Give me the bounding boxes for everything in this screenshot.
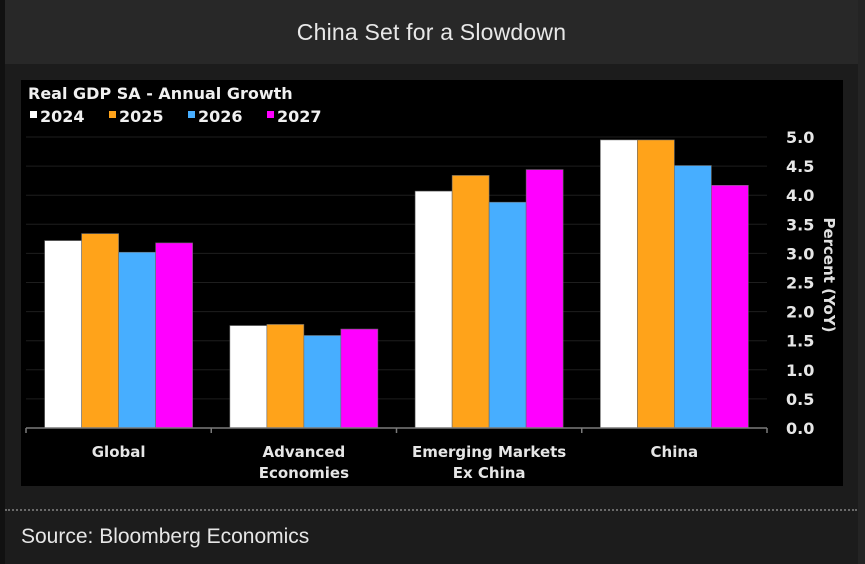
bar-2026 xyxy=(303,335,342,429)
legend-swatch-2025 xyxy=(109,111,116,118)
legend-label: 2024 xyxy=(40,107,85,126)
y-tick-label: 3.0 xyxy=(786,244,814,263)
bar-2025 xyxy=(266,324,305,429)
y-axis-ticks: 0.0 0.5 1.0 1.5 2.0 2.5 3.0 3.5 4.0 4.5 5.0 xyxy=(786,128,814,438)
y-axis-label: Percent (YoY) xyxy=(820,217,838,332)
legend-swatch-2027 xyxy=(267,111,274,118)
chart-title: Real GDP SA - Annual Growth xyxy=(28,84,293,103)
bar-2024 xyxy=(600,139,638,429)
right-border xyxy=(858,0,865,564)
y-tick-label: 4.5 xyxy=(786,157,814,176)
legend-label: 2027 xyxy=(277,107,322,126)
y-tick-label: 2.0 xyxy=(786,303,814,322)
page-title: China Set for a Slowdown xyxy=(296,18,567,45)
bar-2026 xyxy=(488,201,527,429)
x-tick-label: Emerging Markets Ex China xyxy=(412,443,566,482)
source-note: Source: Bloomberg Economics xyxy=(21,525,310,548)
x-axis xyxy=(25,427,768,433)
bar-2026 xyxy=(674,165,712,429)
separator xyxy=(5,509,857,511)
bar-2025 xyxy=(81,233,119,429)
left-border xyxy=(0,0,5,564)
legend-label: 2025 xyxy=(119,107,164,126)
x-tick-label: China xyxy=(651,443,699,461)
bar-2025 xyxy=(451,175,490,429)
bar-2027 xyxy=(711,185,749,429)
legend-label: 2026 xyxy=(198,107,243,126)
y-tick-label: 1.5 xyxy=(786,332,814,351)
header-bar: China Set for a Slowdown xyxy=(5,0,858,64)
y-tick-label: 4.0 xyxy=(786,186,814,205)
y-tick-label: 1.0 xyxy=(786,361,814,380)
y-tick-label: 0.5 xyxy=(786,390,814,409)
bar-2026 xyxy=(118,251,156,429)
legend-swatch-2026 xyxy=(188,111,195,118)
x-tick-label: Advanced Economies xyxy=(259,443,349,482)
legend-swatch-2024 xyxy=(30,111,37,118)
x-axis-labels: Global Advanced Economies Emerging Markets E… xyxy=(92,443,698,482)
bar-2025 xyxy=(637,139,675,429)
bar-2024 xyxy=(414,190,453,429)
bar-2027 xyxy=(155,242,193,429)
y-tick-label: 5.0 xyxy=(786,128,814,147)
x-tick-label: Global xyxy=(92,443,146,461)
y-tick-label: 3.5 xyxy=(786,215,814,234)
bar-2027 xyxy=(340,328,379,429)
y-tick-label: 2.5 xyxy=(786,274,814,293)
legend: 2024 2025 2026 2027 xyxy=(30,107,322,126)
y-tick-label: 0.0 xyxy=(786,419,814,438)
bars xyxy=(44,139,749,429)
bar-2024 xyxy=(44,240,82,429)
bar-2024 xyxy=(229,325,268,429)
bar-2027 xyxy=(525,169,564,429)
